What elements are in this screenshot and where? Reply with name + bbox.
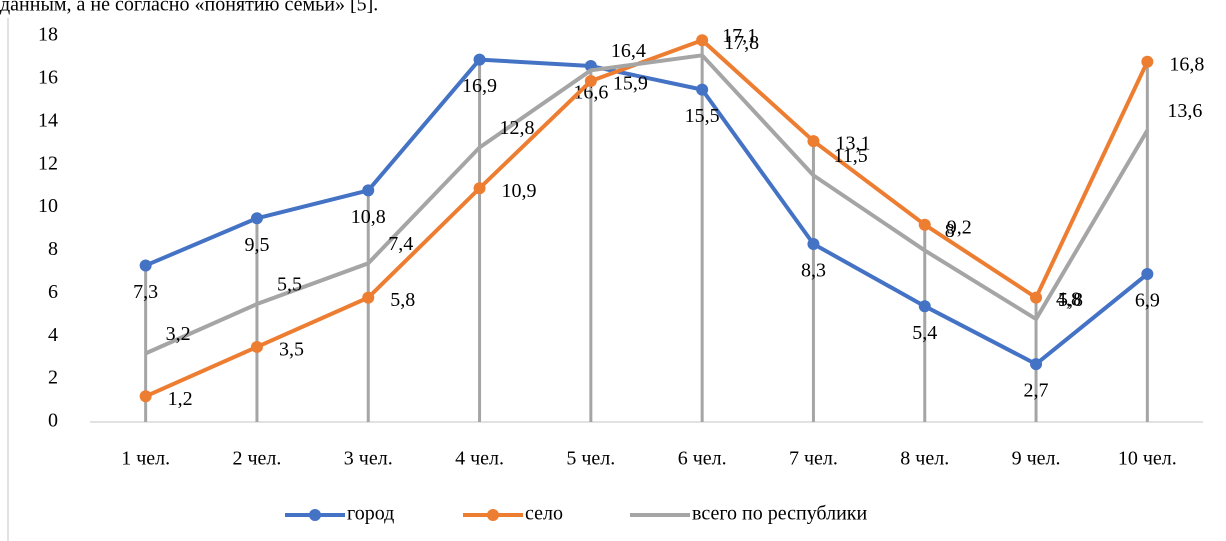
data-label: 4,8 <box>1056 289 1081 311</box>
data-label: 5,4 <box>912 322 937 344</box>
data-point <box>362 291 375 304</box>
legend-label: всего по республики <box>692 503 868 525</box>
x-tick-label: 3 чел. <box>344 448 393 470</box>
data-point <box>584 75 597 88</box>
x-tick-label: 5 чел. <box>566 448 615 470</box>
legend-label: город <box>347 503 394 525</box>
y-tick-label: 6 <box>48 281 58 303</box>
data-point <box>362 184 375 197</box>
y-tick-label: 4 <box>48 324 58 346</box>
x-tick-label: 8 чел. <box>900 448 949 470</box>
y-tick-label: 16 <box>38 66 58 88</box>
legend-marker <box>487 509 499 521</box>
data-label: 16,4 <box>611 40 646 62</box>
data-point <box>250 212 263 225</box>
data-label: 8,3 <box>801 260 826 282</box>
data-label: 8 <box>945 220 955 242</box>
data-label: 13,1 <box>835 133 870 155</box>
data-label: 13,6 <box>1167 100 1202 122</box>
data-label: 12,8 <box>500 117 535 139</box>
data-label: 15,9 <box>613 73 648 95</box>
data-point <box>807 135 820 148</box>
y-tick-label: 8 <box>48 238 58 260</box>
data-label: 10,8 <box>351 206 386 228</box>
data-point <box>918 300 931 313</box>
data-point <box>473 53 486 66</box>
y-tick-label: 14 <box>38 109 58 131</box>
data-point <box>696 34 709 47</box>
data-label: 5,8 <box>1058 289 1083 311</box>
data-label: 1,2 <box>168 388 193 410</box>
data-label: 5,8 <box>390 289 415 311</box>
context-text: данным, а не согласно «понятию семьи» [5… <box>0 0 378 16</box>
data-label: 5,5 <box>277 274 302 296</box>
x-tick-label: 9 чел. <box>1012 448 1061 470</box>
data-label: 11,5 <box>833 145 867 167</box>
data-point <box>1141 55 1154 68</box>
data-label: 16,8 <box>1169 53 1204 75</box>
data-point <box>1141 268 1154 281</box>
series-line <box>144 53 1150 356</box>
data-label: 17,1 <box>722 25 757 47</box>
y-tick-label: 0 <box>48 410 58 432</box>
x-tick-label: 6 чел. <box>678 448 727 470</box>
data-point <box>918 218 931 231</box>
data-point <box>139 259 152 272</box>
data-label: 7,3 <box>133 281 158 303</box>
data-label: 2,7 <box>1024 380 1049 402</box>
data-point <box>473 182 486 195</box>
data-label: 3,5 <box>279 339 304 361</box>
y-tick-label: 18 <box>38 24 58 46</box>
data-label: 10,9 <box>502 180 537 202</box>
data-point <box>1030 358 1043 371</box>
data-point <box>250 340 263 353</box>
y-tick-label: 10 <box>38 195 58 217</box>
data-point <box>807 238 820 251</box>
data-label: 6,9 <box>1135 290 1160 312</box>
x-tick-label: 2 чел. <box>232 448 281 470</box>
y-tick-label: 12 <box>38 152 58 174</box>
series-line <box>144 38 1150 399</box>
legend-marker <box>309 509 321 521</box>
legend-label: село <box>525 503 563 525</box>
data-point <box>696 83 709 96</box>
data-point <box>1030 291 1043 304</box>
x-tick-label: 7 чел. <box>789 448 838 470</box>
data-label: 9,2 <box>947 216 972 238</box>
x-tick-label: 10 чел. <box>1118 448 1177 470</box>
data-label: 15,5 <box>685 105 720 127</box>
series-line <box>144 57 1149 367</box>
data-label: 3,2 <box>166 323 191 345</box>
data-label: 17,8 <box>724 32 759 54</box>
x-tick-label: 4 чел. <box>455 448 504 470</box>
data-label: 9,5 <box>244 234 269 256</box>
data-label: 7,4 <box>388 233 413 255</box>
x-tick-label: 1 чел. <box>121 448 170 470</box>
y-tick-label: 2 <box>48 367 58 389</box>
data-point <box>139 390 152 403</box>
data-label: 16,9 <box>462 75 497 97</box>
